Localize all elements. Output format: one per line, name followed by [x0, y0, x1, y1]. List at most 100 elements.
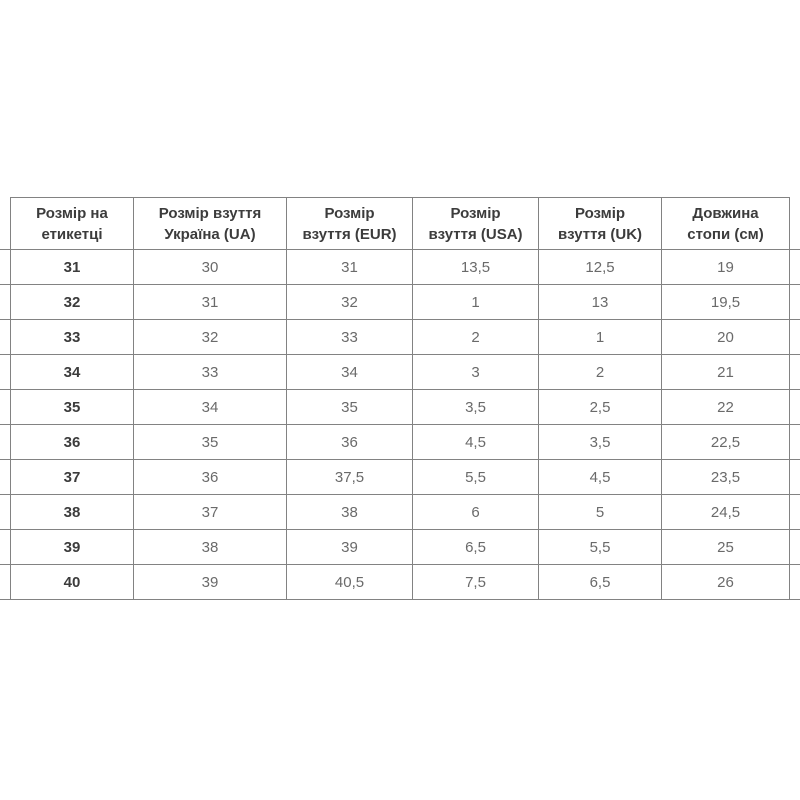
- table-cell-1: 35: [133, 425, 286, 459]
- table-cell-3: 4,5: [412, 425, 538, 459]
- table-cell-4: 6,5: [538, 565, 661, 599]
- header-cell-1: Розмір взуття Україна (UA): [133, 198, 286, 249]
- table-cell-3: 13,5: [412, 250, 538, 284]
- table-cell-2: 31: [286, 250, 412, 284]
- row-right-spacer: [790, 198, 800, 249]
- row-left-spacer: [0, 565, 10, 599]
- header-cell-0: Розмір на етикетці: [10, 198, 133, 249]
- table-cell-1: 30: [133, 250, 286, 284]
- row-left-spacer: [0, 425, 10, 459]
- table-cell-0: 37: [10, 460, 133, 494]
- table-cell-0: 32: [10, 285, 133, 319]
- row-left-spacer: [0, 285, 10, 319]
- table-cell-4: 4,5: [538, 460, 661, 494]
- table-cell-0: 35: [10, 390, 133, 424]
- table-row: 38 37 38 6 5 24,5: [0, 495, 800, 530]
- header-cell-2: Розмір взуття (EUR): [286, 198, 412, 249]
- table-cell-4: 5,5: [538, 530, 661, 564]
- table-cell-1: 38: [133, 530, 286, 564]
- table-cell-5: 26: [661, 565, 790, 599]
- table-row: 34 33 34 3 2 21: [0, 355, 800, 390]
- table-cell-1: 34: [133, 390, 286, 424]
- table-cell-5: 23,5: [661, 460, 790, 494]
- row-right-spacer: [790, 425, 800, 459]
- table-row: 32 31 32 1 13 19,5: [0, 285, 800, 320]
- table-cell-4: 1: [538, 320, 661, 354]
- table-cell-2: 33: [286, 320, 412, 354]
- table-cell-4: 13: [538, 285, 661, 319]
- row-right-spacer: [790, 285, 800, 319]
- row-right-spacer: [790, 530, 800, 564]
- table-cell-1: 37: [133, 495, 286, 529]
- table-cell-2: 35: [286, 390, 412, 424]
- table-cell-2: 37,5: [286, 460, 412, 494]
- table-cell-2: 39: [286, 530, 412, 564]
- table-cell-5: 22: [661, 390, 790, 424]
- row-left-spacer: [0, 390, 10, 424]
- table-cell-4: 2,5: [538, 390, 661, 424]
- table-header-row: Розмір на етикетці Розмір взуття Україна …: [0, 198, 800, 250]
- table-cell-3: 5,5: [412, 460, 538, 494]
- row-right-spacer: [790, 390, 800, 424]
- header-cell-3: Розмір взуття (USA): [412, 198, 538, 249]
- row-right-spacer: [790, 460, 800, 494]
- row-right-spacer: [790, 250, 800, 284]
- row-left-spacer: [0, 460, 10, 494]
- table-cell-2: 32: [286, 285, 412, 319]
- table-cell-5: 20: [661, 320, 790, 354]
- table-cell-1: 32: [133, 320, 286, 354]
- table-cell-3: 6,5: [412, 530, 538, 564]
- header-cell-4: Розмір взуття (UK): [538, 198, 661, 249]
- table-cell-2: 38: [286, 495, 412, 529]
- shoe-size-table: Розмір на етикетці Розмір взуття Україна …: [0, 198, 800, 600]
- row-left-spacer: [0, 355, 10, 389]
- table-row: 40 39 40,5 7,5 6,5 26: [0, 565, 800, 600]
- table-cell-3: 1: [412, 285, 538, 319]
- table-cell-3: 7,5: [412, 565, 538, 599]
- table-row: 31 30 31 13,5 12,5 19: [0, 250, 800, 285]
- table-cell-0: 31: [10, 250, 133, 284]
- table-cell-4: 5: [538, 495, 661, 529]
- table-cell-0: 40: [10, 565, 133, 599]
- table-cell-4: 2: [538, 355, 661, 389]
- table-row: 37 36 37,5 5,5 4,5 23,5: [0, 460, 800, 495]
- row-right-spacer: [790, 320, 800, 354]
- table-cell-0: 38: [10, 495, 133, 529]
- table-cell-5: 21: [661, 355, 790, 389]
- table-cell-4: 3,5: [538, 425, 661, 459]
- table-row: 39 38 39 6,5 5,5 25: [0, 530, 800, 565]
- table-row: 36 35 36 4,5 3,5 22,5: [0, 425, 800, 460]
- row-left-spacer: [0, 250, 10, 284]
- table-cell-2: 36: [286, 425, 412, 459]
- row-left-spacer: [0, 530, 10, 564]
- table-cell-1: 36: [133, 460, 286, 494]
- table-cell-1: 39: [133, 565, 286, 599]
- table-cell-3: 2: [412, 320, 538, 354]
- table-row: 33 32 33 2 1 20: [0, 320, 800, 355]
- row-left-spacer: [0, 320, 10, 354]
- table-top-border: [10, 197, 790, 198]
- table-cell-2: 34: [286, 355, 412, 389]
- table-cell-0: 39: [10, 530, 133, 564]
- table-cell-3: 3: [412, 355, 538, 389]
- row-left-spacer: [0, 495, 10, 529]
- table-cell-3: 6: [412, 495, 538, 529]
- table-cell-1: 33: [133, 355, 286, 389]
- row-right-spacer: [790, 495, 800, 529]
- table-cell-5: 24,5: [661, 495, 790, 529]
- table-cell-0: 36: [10, 425, 133, 459]
- table-cell-5: 19,5: [661, 285, 790, 319]
- table-cell-0: 33: [10, 320, 133, 354]
- table-cell-5: 19: [661, 250, 790, 284]
- table-cell-0: 34: [10, 355, 133, 389]
- row-right-spacer: [790, 355, 800, 389]
- table-cell-5: 25: [661, 530, 790, 564]
- table-cell-3: 3,5: [412, 390, 538, 424]
- table-cell-4: 12,5: [538, 250, 661, 284]
- table-cell-2: 40,5: [286, 565, 412, 599]
- table-row: 35 34 35 3,5 2,5 22: [0, 390, 800, 425]
- row-right-spacer: [790, 565, 800, 599]
- table-cell-5: 22,5: [661, 425, 790, 459]
- table-cell-1: 31: [133, 285, 286, 319]
